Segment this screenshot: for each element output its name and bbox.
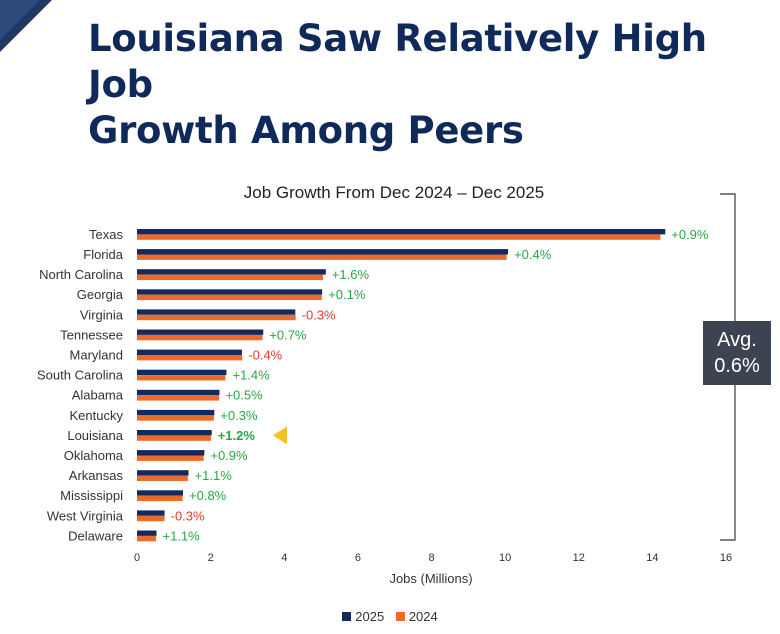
category-label-florida: Florida — [83, 247, 124, 262]
growth-label-mississippi: +0.8% — [189, 488, 227, 503]
category-label-north-carolina: North Carolina — [39, 267, 124, 282]
bar-2024-florida — [137, 254, 507, 260]
bar-2025-louisiana — [137, 430, 212, 436]
category-label-arkansas: Arkansas — [69, 468, 124, 483]
bar-2025-maryland — [137, 349, 242, 355]
corner-decoration — [0, 0, 52, 52]
category-label-texas: Texas — [89, 227, 123, 242]
legend-swatch-2024 — [395, 612, 405, 621]
bar-2025-georgia — [137, 289, 323, 295]
x-tick-2: 2 — [208, 552, 214, 564]
bar-2024-oklahoma — [137, 455, 204, 461]
bar-2024-delaware — [137, 535, 157, 542]
category-label-louisiana: Louisiana — [67, 428, 123, 443]
title-line-1: Louisiana Saw Relatively High Job — [88, 17, 707, 106]
growth-label-tennessee: +0.7% — [269, 327, 307, 342]
category-label-mississippi: Mississippi — [60, 488, 123, 503]
growth-label-west-virginia: -0.3% — [171, 508, 205, 523]
x-tick-16: 16 — [720, 552, 732, 564]
bar-2025-virginia — [137, 309, 296, 315]
x-axis-label: Jobs (Millions) — [389, 571, 472, 586]
growth-label-kentucky: +0.3% — [220, 408, 258, 423]
legend-label-2025: 2025 — [355, 609, 385, 624]
bar-2024-georgia — [137, 294, 322, 301]
legend-swatch-2025 — [342, 612, 352, 621]
category-label-west-virginia: West Virginia — [47, 508, 124, 523]
x-tick-10: 10 — [499, 552, 511, 564]
x-tick-4: 4 — [281, 552, 287, 564]
legend-item-2024: 2024 — [395, 609, 438, 624]
bar-2024-louisiana — [137, 435, 211, 441]
bar-2025-florida — [137, 249, 509, 255]
bar-2024-arkansas — [137, 475, 188, 481]
growth-label-virginia: -0.3% — [302, 307, 336, 322]
growth-label-maryland: -0.4% — [248, 348, 282, 363]
bar-2024-west-virginia — [137, 515, 165, 522]
category-label-south-carolina: South Carolina — [37, 368, 124, 383]
growth-label-florida: +0.4% — [514, 247, 552, 262]
bar-2024-maryland — [137, 355, 243, 361]
bar-2024-texas — [137, 234, 661, 240]
bar-2025-delaware — [137, 530, 157, 536]
average-callout: Avg. 0.6% — [703, 321, 771, 385]
average-value: 0.6% — [714, 355, 760, 377]
growth-label-arkansas: +1.1% — [195, 468, 233, 483]
bar-2024-virginia — [137, 314, 296, 321]
chart-legend: 2025 2024 — [0, 609, 780, 624]
bar-2025-mississippi — [137, 490, 184, 496]
title-line-2: Growth Among Peers — [88, 109, 524, 152]
growth-label-louisiana: +1.2% — [218, 428, 256, 443]
growth-label-delaware: +1.1% — [163, 528, 201, 543]
legend-label-2024: 2024 — [408, 609, 438, 624]
growth-label-georgia: +0.1% — [328, 287, 366, 302]
bar-2024-mississippi — [137, 495, 183, 502]
growth-label-oklahoma: +0.9% — [210, 448, 248, 463]
x-tick-8: 8 — [428, 552, 434, 564]
bar-2025-kentucky — [137, 409, 215, 416]
highlight-arrow-louisiana — [273, 426, 287, 445]
x-tick-0: 0 — [134, 552, 140, 564]
x-tick-6: 6 — [355, 552, 361, 564]
category-label-maryland: Maryland — [70, 348, 123, 363]
growth-label-texas: +0.9% — [671, 227, 709, 242]
category-label-georgia: Georgia — [77, 287, 124, 302]
bar-2025-arkansas — [137, 470, 189, 476]
growth-label-alabama: +0.5% — [225, 388, 263, 403]
x-tick-14: 14 — [646, 552, 658, 564]
category-label-kentucky: Kentucky — [70, 408, 124, 423]
chart-title: Job Growth From Dec 2024 – Dec 2025 — [244, 183, 544, 202]
average-label: Avg. — [717, 329, 757, 351]
bar-2024-north-carolina — [137, 274, 323, 280]
category-label-tennessee: Tennessee — [60, 327, 123, 342]
bar-2024-kentucky — [137, 415, 214, 421]
bar-2025-alabama — [137, 389, 220, 396]
category-label-virginia: Virginia — [80, 307, 124, 322]
growth-label-north-carolina: +1.6% — [332, 267, 370, 282]
x-tick-12: 12 — [573, 552, 585, 564]
growth-label-south-carolina: +1.4% — [232, 368, 270, 383]
job-growth-chart: Job Growth From Dec 2024 – Dec 2025 Texas… — [37, 183, 736, 586]
bar-2025-north-carolina — [137, 269, 326, 275]
category-label-oklahoma: Oklahoma — [64, 448, 124, 463]
bar-2025-west-virginia — [137, 510, 165, 516]
bar-2025-tennessee — [137, 329, 264, 335]
bar-2024-tennessee — [137, 334, 263, 341]
bar-2025-oklahoma — [137, 450, 205, 456]
category-label-alabama: Alabama — [72, 388, 124, 403]
legend-item-2025: 2025 — [342, 609, 384, 624]
bar-2025-texas — [137, 229, 666, 235]
bar-2025-south-carolina — [137, 369, 227, 376]
category-label-delaware: Delaware — [68, 528, 123, 543]
page-title: Louisiana Saw Relatively High Job Growth… — [88, 16, 768, 154]
bar-2024-south-carolina — [137, 375, 226, 381]
bar-2024-alabama — [137, 395, 220, 401]
